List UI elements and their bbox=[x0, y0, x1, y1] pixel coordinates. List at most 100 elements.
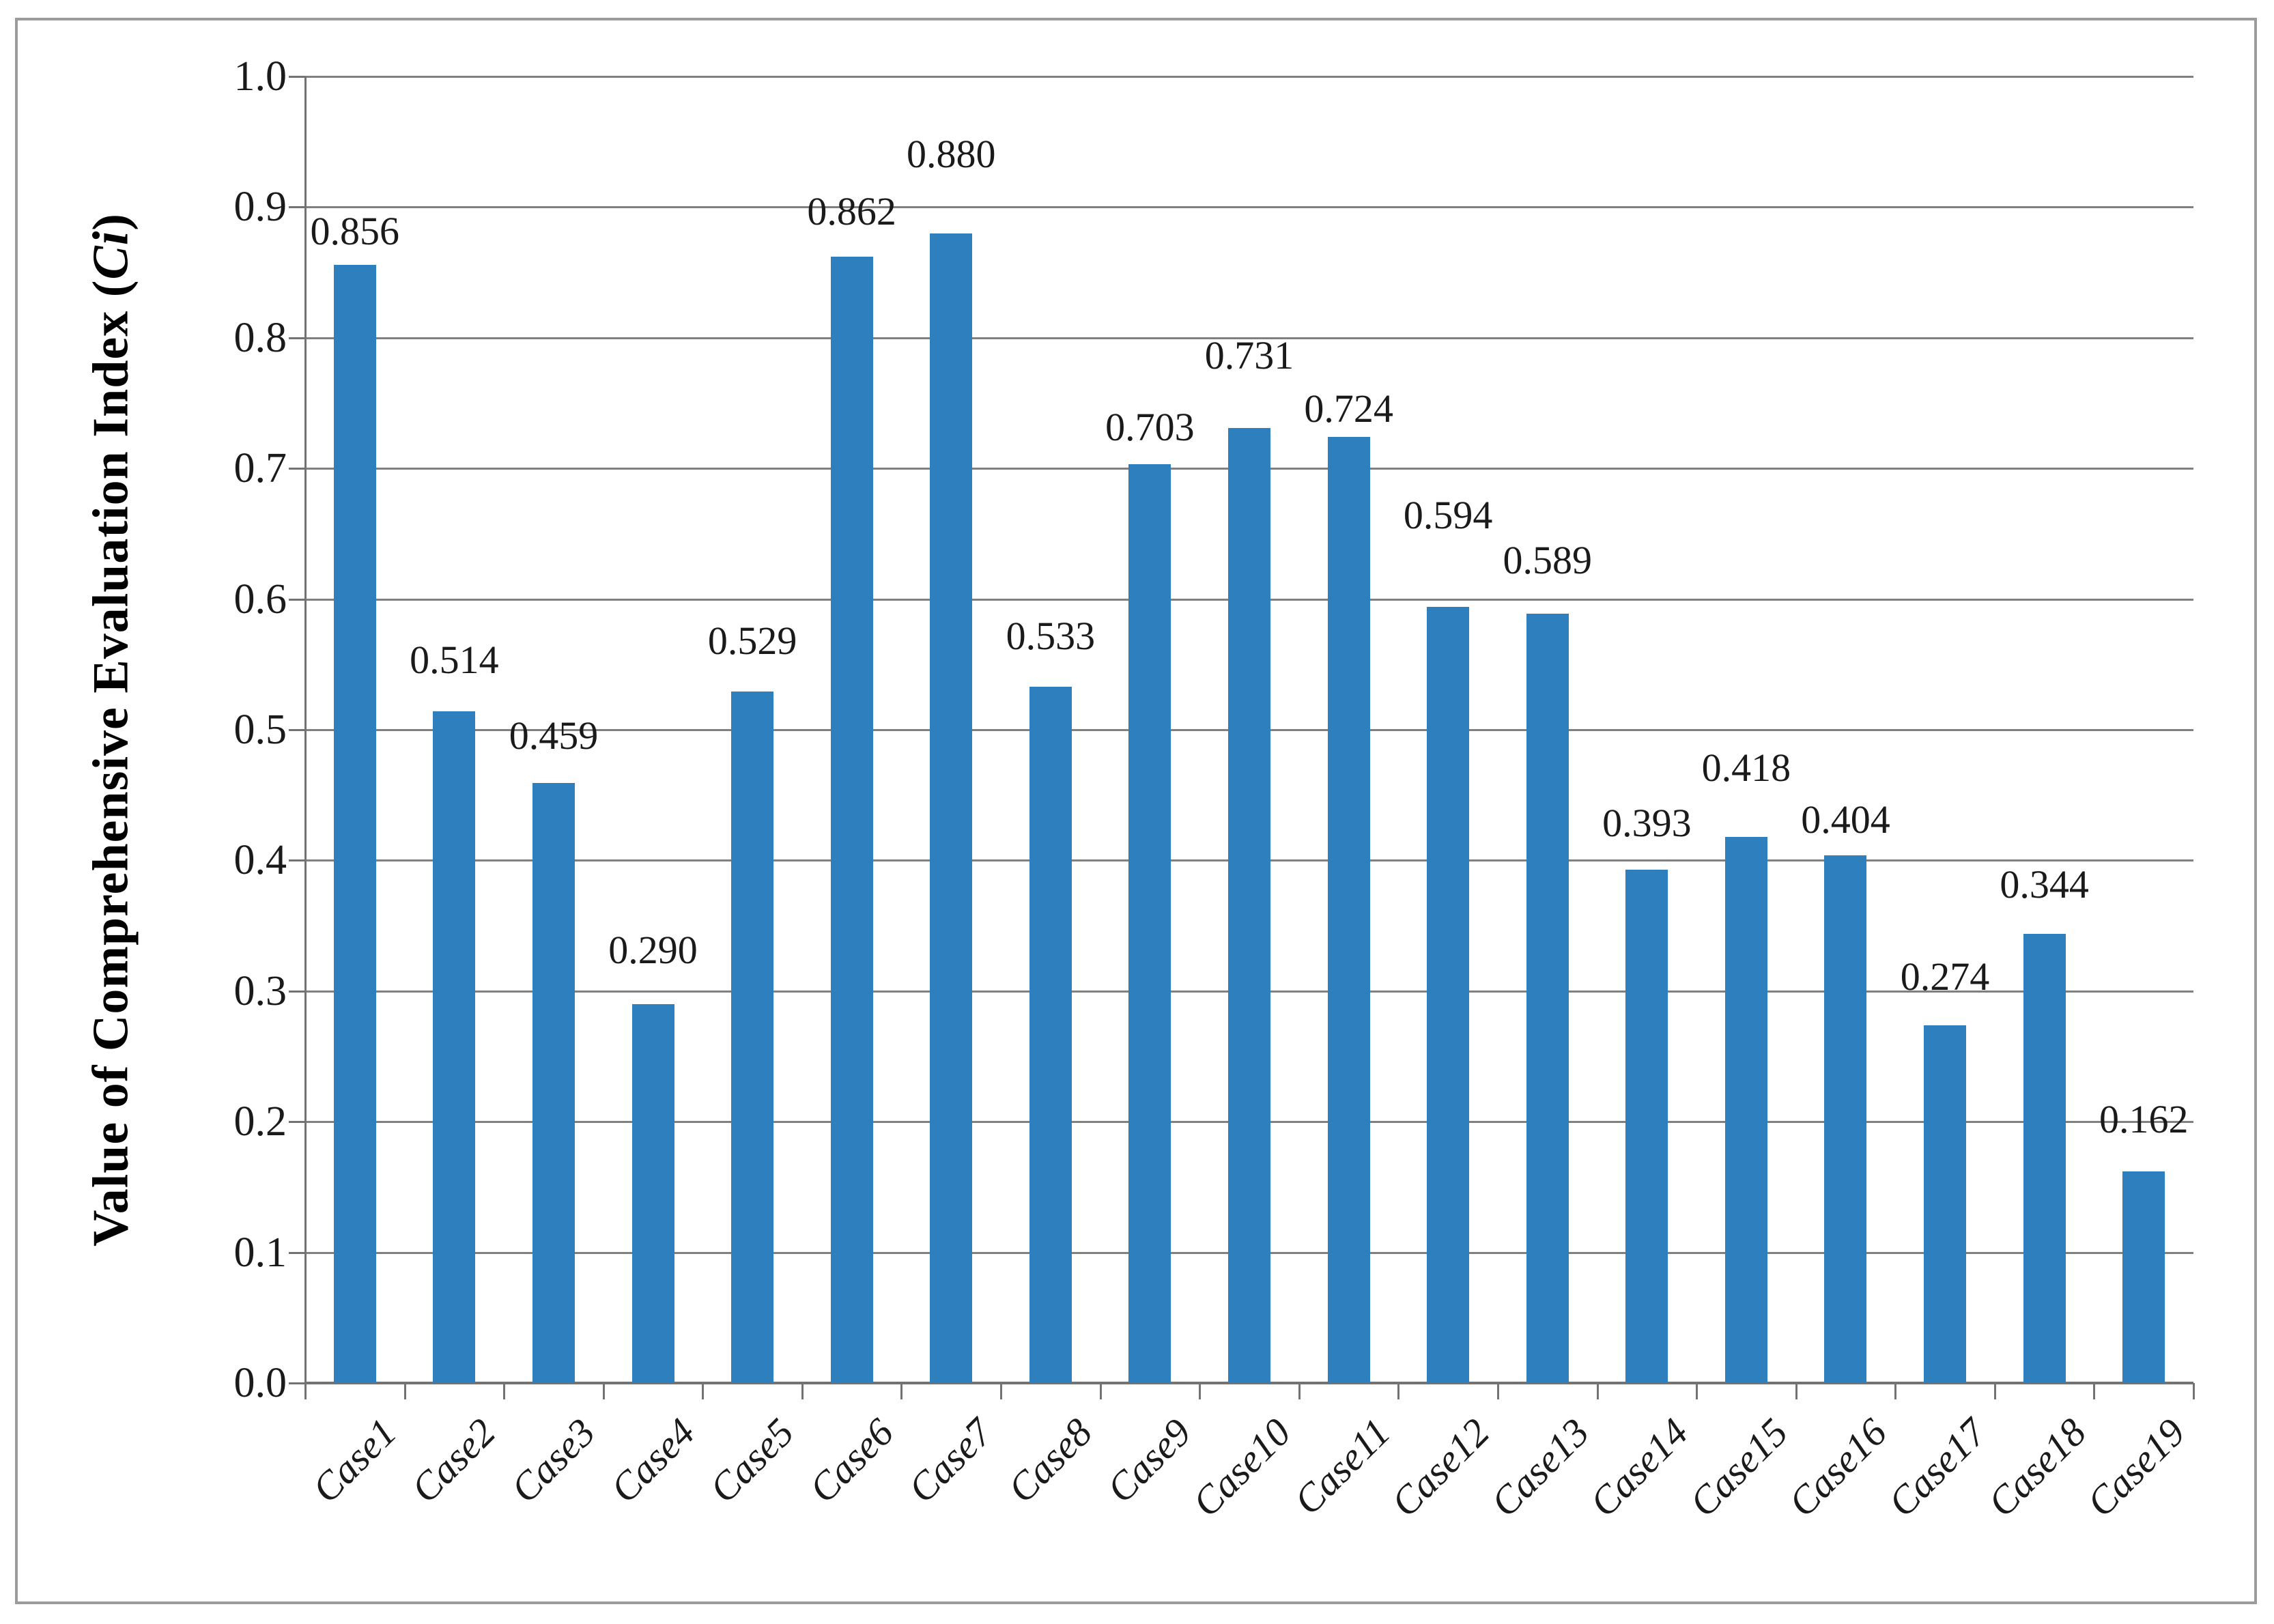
bar-case4 bbox=[631, 1003, 674, 1383]
gridline bbox=[305, 76, 2193, 78]
x-tick-label: Case8 bbox=[999, 1410, 1100, 1511]
y-tick-mark bbox=[289, 1121, 305, 1124]
y-tick-mark bbox=[289, 206, 305, 209]
x-tick-label: Case2 bbox=[403, 1410, 504, 1511]
y-tick-label: 0.5 bbox=[233, 707, 287, 753]
x-tick-mark bbox=[1298, 1383, 1301, 1399]
bar-case18 bbox=[2023, 933, 2066, 1383]
y-tick-mark bbox=[289, 468, 305, 470]
bar-case17 bbox=[1924, 1025, 1967, 1383]
bar-case3 bbox=[532, 783, 575, 1383]
bar-case8 bbox=[1029, 686, 1072, 1383]
bar-case5 bbox=[731, 692, 774, 1383]
bar-value-label: 0.274 bbox=[1900, 954, 1990, 999]
bar-value-label: 0.724 bbox=[1304, 386, 1393, 431]
x-tick-label: Case18 bbox=[1978, 1410, 2094, 1526]
bar-value-label: 0.459 bbox=[509, 713, 599, 758]
bar-value-label: 0.594 bbox=[1403, 493, 1493, 538]
x-tick-label: Case10 bbox=[1184, 1410, 1300, 1526]
y-tick-mark bbox=[289, 729, 305, 731]
x-tick-label: Case14 bbox=[1581, 1410, 1697, 1526]
x-tick-mark bbox=[1397, 1383, 1400, 1399]
x-tick-mark bbox=[602, 1383, 605, 1399]
bar-case10 bbox=[1228, 427, 1270, 1383]
x-tick-mark bbox=[1596, 1383, 1599, 1399]
x-tick-label: Case13 bbox=[1481, 1410, 1597, 1526]
y-tick-label: 0.0 bbox=[233, 1360, 287, 1406]
x-tick-mark bbox=[1496, 1383, 1499, 1399]
x-tick-mark bbox=[1000, 1383, 1003, 1399]
bar-value-label: 0.862 bbox=[807, 189, 896, 234]
bar-value-label: 0.393 bbox=[1602, 800, 1692, 845]
y-tick-label: 0.6 bbox=[233, 575, 287, 623]
x-tick-label: Case7 bbox=[899, 1410, 1001, 1511]
x-tick-mark bbox=[900, 1383, 903, 1399]
x-tick-label: Case16 bbox=[1780, 1410, 1896, 1526]
x-tick-mark bbox=[1894, 1383, 1897, 1399]
bar-case13 bbox=[1526, 613, 1569, 1383]
x-tick-mark bbox=[2193, 1383, 2195, 1399]
y-tick-mark bbox=[289, 859, 305, 862]
y-tick-mark bbox=[289, 76, 305, 78]
x-tick-label: Case12 bbox=[1382, 1410, 1498, 1526]
bar-case9 bbox=[1128, 464, 1171, 1383]
x-tick-mark bbox=[1199, 1383, 1202, 1399]
y-tick-label: 1.0 bbox=[233, 53, 287, 100]
gridline bbox=[305, 206, 2193, 209]
x-tick-mark bbox=[503, 1383, 506, 1399]
x-axis-line bbox=[305, 1382, 2193, 1384]
bar-value-label: 0.529 bbox=[707, 618, 797, 664]
bar-value-label: 0.344 bbox=[2000, 861, 2089, 907]
y-tick-label: 0.8 bbox=[233, 314, 287, 361]
gridline bbox=[305, 337, 2193, 339]
x-tick-mark bbox=[1795, 1383, 1797, 1399]
bar-case19 bbox=[2122, 1171, 2165, 1383]
y-tick-label: 0.2 bbox=[233, 1098, 287, 1145]
y-tick-mark bbox=[289, 1382, 305, 1384]
y-tick-mark bbox=[289, 990, 305, 993]
x-tick-label: Case5 bbox=[700, 1410, 803, 1511]
chart-outer-border bbox=[15, 18, 2257, 1604]
bar-case15 bbox=[1724, 836, 1767, 1383]
x-tick-mark bbox=[2093, 1383, 2096, 1399]
x-tick-mark bbox=[1099, 1383, 1102, 1399]
y-tick-label: 0.4 bbox=[233, 837, 287, 884]
bar-case12 bbox=[1427, 607, 1470, 1383]
x-tick-mark bbox=[801, 1383, 804, 1399]
y-tick-mark bbox=[289, 1251, 305, 1254]
x-tick-label: Case1 bbox=[303, 1410, 405, 1511]
bar-case1 bbox=[333, 264, 376, 1383]
x-tick-mark bbox=[1696, 1383, 1699, 1399]
bar-value-label: 0.418 bbox=[1701, 745, 1791, 790]
x-tick-label: Case15 bbox=[1681, 1410, 1797, 1526]
bar-value-label: 0.404 bbox=[1801, 797, 1890, 842]
bar-value-label: 0.880 bbox=[907, 131, 996, 176]
bar-value-label: 0.589 bbox=[1503, 537, 1592, 582]
bar-case7 bbox=[930, 233, 973, 1383]
bar-case11 bbox=[1327, 437, 1370, 1383]
bar-case16 bbox=[1824, 855, 1867, 1383]
x-tick-label: Case11 bbox=[1285, 1410, 1399, 1524]
y-tick-label: 0.3 bbox=[233, 967, 287, 1014]
x-tick-label: Case17 bbox=[1879, 1410, 1995, 1526]
y-tick-label: 0.7 bbox=[233, 445, 287, 492]
x-tick-mark bbox=[702, 1383, 705, 1399]
bar-value-label: 0.162 bbox=[2099, 1096, 2189, 1141]
x-tick-label: Case3 bbox=[502, 1410, 604, 1511]
y-tick-label: 0.9 bbox=[233, 184, 287, 231]
x-tick-label: Case6 bbox=[800, 1410, 902, 1511]
x-tick-label: Case9 bbox=[1098, 1410, 1200, 1511]
bar-value-label: 0.856 bbox=[310, 208, 400, 253]
bar-case6 bbox=[830, 257, 873, 1383]
bar-value-label: 0.290 bbox=[608, 927, 698, 972]
y-tick-mark bbox=[289, 337, 305, 339]
y-tick-label: 0.1 bbox=[233, 1229, 287, 1276]
bar-value-label: 0.731 bbox=[1204, 332, 1294, 377]
x-tick-label: Case19 bbox=[2078, 1410, 2194, 1526]
bar-case14 bbox=[1625, 869, 1668, 1383]
y-axis-line bbox=[304, 76, 307, 1399]
x-tick-mark bbox=[1993, 1383, 1996, 1399]
x-tick-mark bbox=[403, 1383, 406, 1399]
